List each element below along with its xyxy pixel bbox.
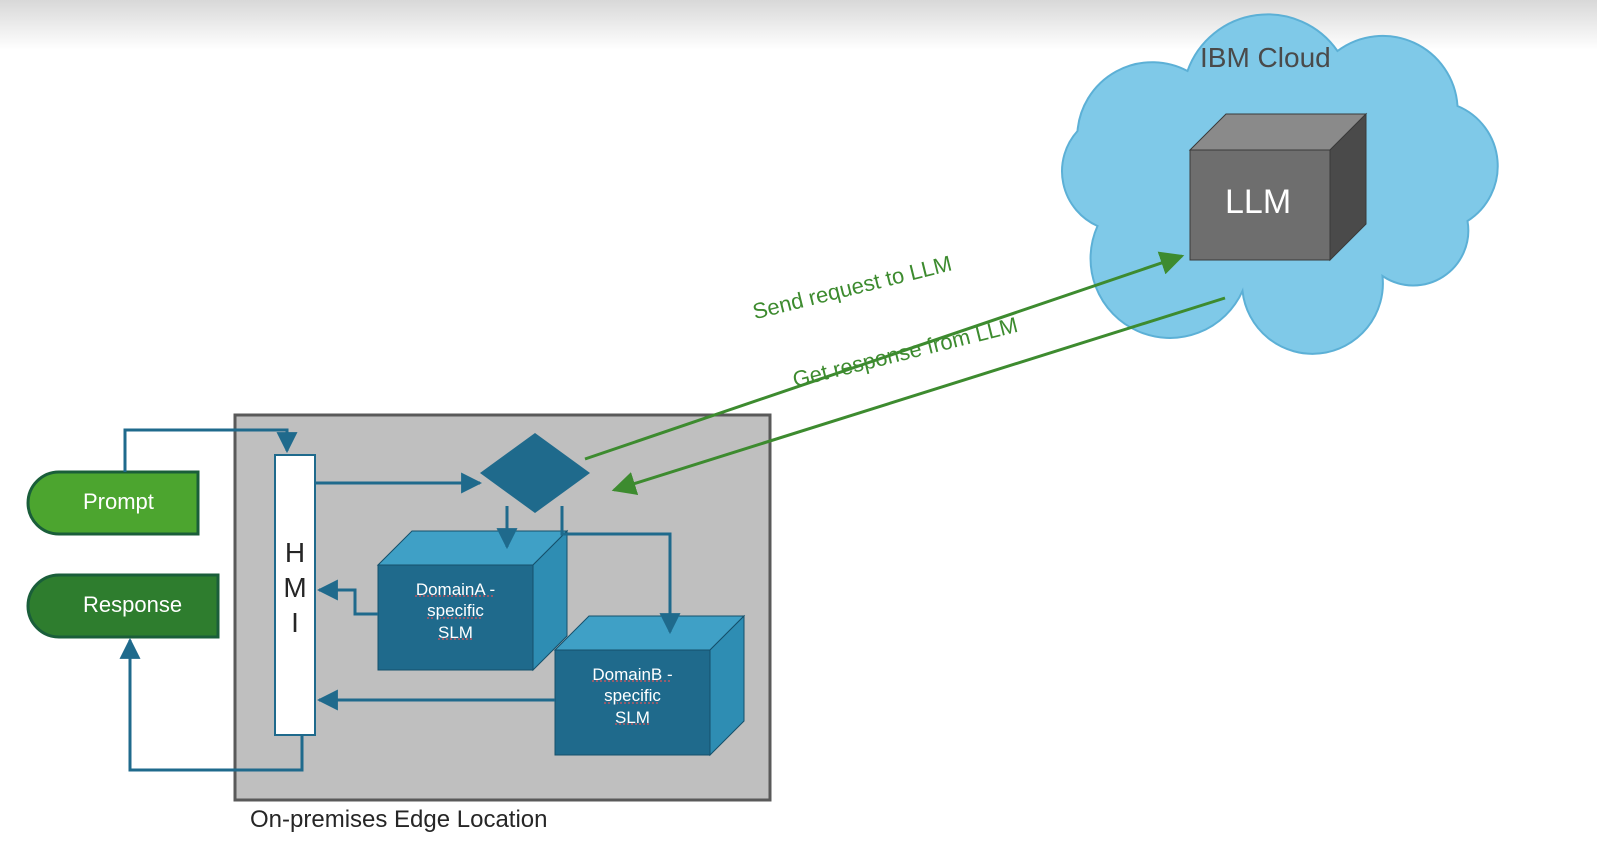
cloud-label: IBM Cloud [1200,42,1331,74]
diagram-svg [0,0,1597,860]
response-label: Response [83,592,182,618]
slm-b-label: DomainB - specific SLM [565,664,700,728]
slm-a-label: DomainA - specific SLM [388,579,523,643]
llm-label: LLM [1225,183,1291,222]
hmi-label: H M I [281,535,309,640]
prompt-label: Prompt [83,489,154,515]
edge-box-label: On-premises Edge Location [250,806,548,834]
diagram-stage: IBM Cloud LLM On-premises Edge Location … [0,0,1597,860]
